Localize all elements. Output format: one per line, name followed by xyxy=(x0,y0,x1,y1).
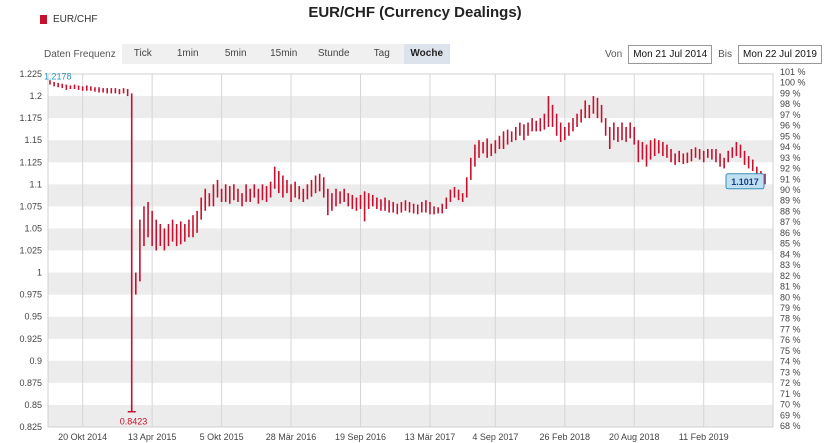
y-tick-label: 1 xyxy=(37,268,42,278)
legend: EUR/CHF xyxy=(40,14,97,25)
freq-woche-button[interactable]: Woche xyxy=(403,44,450,64)
y-tick-label: 1.2 xyxy=(29,91,42,101)
x-tick-label: 4 Sep 2017 xyxy=(472,432,518,442)
percent-tick-label: 82 % xyxy=(780,271,801,281)
x-axis: 20 Okt 2014 13 Apr 2015 5 Okt 2015 28 Mär 2… xyxy=(58,432,728,442)
x-tick-label: 13 Apr 2015 xyxy=(128,432,177,442)
frequency-label: Daten Frequenz xyxy=(44,48,116,60)
percent-tick-label: 74 % xyxy=(780,357,801,367)
percent-tick-label: 79 % xyxy=(780,303,801,313)
percent-tick-label: 93 % xyxy=(780,153,801,163)
percent-tick-label: 94 % xyxy=(780,142,801,152)
y-tick-label: 0.85 xyxy=(24,400,42,410)
x-tick-label: 13 Mär 2017 xyxy=(405,432,456,442)
y-tick-label: 0.825 xyxy=(19,422,42,432)
y-tick-label: 1.225 xyxy=(19,69,42,79)
plot-band xyxy=(48,184,773,207)
percent-tick-label: 99 % xyxy=(780,88,801,98)
y-tick-label: 0.95 xyxy=(24,312,42,322)
percent-tick-label: 75 % xyxy=(780,346,801,356)
frequency-toolbar: Daten Frequenz Tick 1min 5min 15min Stun… xyxy=(44,44,450,64)
date-range: Von Mon 21 Jul 2014 Bis Mon 22 Jul 2019 xyxy=(599,44,822,64)
y-tick-label: 0.875 xyxy=(19,378,42,388)
percent-tick-label: 91 % xyxy=(780,174,801,184)
percent-tick-label: 97 % xyxy=(780,110,801,120)
y-tick-label: 1.125 xyxy=(19,157,42,167)
freq-tick-button[interactable]: Tick xyxy=(121,44,164,64)
from-date-field[interactable]: Mon 21 Jul 2014 xyxy=(628,44,713,64)
percent-tick-label: 86 % xyxy=(780,228,801,238)
ohlc-series xyxy=(49,80,766,413)
plot-band xyxy=(48,228,773,251)
percent-tick-label: 90 % xyxy=(780,185,801,195)
percent-tick-label: 85 % xyxy=(780,239,801,249)
freq-tag-button[interactable]: Tag xyxy=(359,44,404,64)
percent-tick-label: 92 % xyxy=(780,164,801,174)
percent-tick-label: 95 % xyxy=(780,131,801,141)
percent-tick-label: 83 % xyxy=(780,260,801,270)
y-tick-label: 1.175 xyxy=(19,113,42,123)
to-date-field[interactable]: Mon 22 Jul 2019 xyxy=(738,44,822,64)
y-tick-label: 1.05 xyxy=(24,223,42,233)
freq-1min-button[interactable]: 1min xyxy=(163,44,212,64)
annotations: 1.2178 0.8423 1.1017 xyxy=(44,71,765,427)
to-label: Bis xyxy=(718,48,733,60)
percent-tick-label: 76 % xyxy=(780,335,801,345)
start-value-label: 1.2178 xyxy=(44,71,72,81)
percent-tick-label: 70 % xyxy=(780,400,801,410)
low-value-label: 0.8423 xyxy=(120,417,148,427)
plot-border xyxy=(47,73,774,428)
plot-band xyxy=(48,360,773,383)
x-tick-label: 20 Aug 2018 xyxy=(609,432,660,442)
y-axis: 1.225 1.2 1.175 1.15 1.125 1.1 1.075 1.05 1.025 1… xyxy=(19,69,42,432)
x-tick-label: 5 Okt 2015 xyxy=(200,432,244,442)
percent-tick-label: 72 % xyxy=(780,378,801,388)
percent-tick-label: 73 % xyxy=(780,367,801,377)
y-tick-label: 0.975 xyxy=(19,290,42,300)
percent-tick-label: 77 % xyxy=(780,324,801,334)
x-tick-label: 11 Feb 2019 xyxy=(679,432,729,442)
percent-tick-label: 69 % xyxy=(780,410,801,420)
percent-tick-label: 100 % xyxy=(780,78,806,88)
percent-tick-label: 68 % xyxy=(780,421,801,431)
chart-title: EUR/CHF (Currency Dealings) xyxy=(308,4,522,21)
last-value-label: 1.1017 xyxy=(731,177,759,187)
percent-tick-label: 98 % xyxy=(780,99,801,109)
y-tick-label: 0.925 xyxy=(19,334,42,344)
freq-stunde-button[interactable]: Stunde xyxy=(307,44,360,64)
y-tick-label: 1.025 xyxy=(19,246,42,256)
legend-label: EUR/CHF xyxy=(53,14,98,25)
x-tick-label: 26 Feb 2018 xyxy=(540,432,591,442)
percent-tick-label: 89 % xyxy=(780,196,801,206)
right-percent-axis: 101 %100 %99 %98 %97 %96 %95 %94 %93 %92… xyxy=(780,67,806,431)
plot-band xyxy=(48,96,773,119)
freq-15min-button[interactable]: 15min xyxy=(259,44,308,64)
legend-swatch xyxy=(40,15,47,24)
percent-tick-label: 80 % xyxy=(780,292,801,302)
x-tick-label: 20 Okt 2014 xyxy=(58,432,107,442)
plot-bands xyxy=(47,73,774,428)
y-tick-label: 1.15 xyxy=(24,135,42,145)
percent-tick-label: 78 % xyxy=(780,314,801,324)
percent-tick-label: 84 % xyxy=(780,249,801,259)
percent-tick-label: 88 % xyxy=(780,206,801,216)
plot-band xyxy=(48,140,773,163)
x-tick-label: 19 Sep 2016 xyxy=(335,432,386,442)
freq-5min-button[interactable]: 5min xyxy=(211,44,260,64)
percent-tick-label: 87 % xyxy=(780,217,801,227)
y-tick-label: 1.1 xyxy=(29,179,42,189)
percent-tick-label: 81 % xyxy=(780,282,801,292)
percent-tick-label: 71 % xyxy=(780,389,801,399)
x-tick-label: 28 Mär 2016 xyxy=(266,432,317,442)
from-label: Von xyxy=(604,48,623,60)
plot-band xyxy=(48,272,773,295)
plot-band xyxy=(48,316,773,339)
y-tick-label: 1.075 xyxy=(19,201,42,211)
percent-tick-label: 101 % xyxy=(780,67,806,77)
plot-band xyxy=(48,404,773,427)
last-value-box xyxy=(725,173,765,190)
y-tick-label: 0.9 xyxy=(29,356,42,366)
percent-tick-label: 96 % xyxy=(780,121,801,131)
